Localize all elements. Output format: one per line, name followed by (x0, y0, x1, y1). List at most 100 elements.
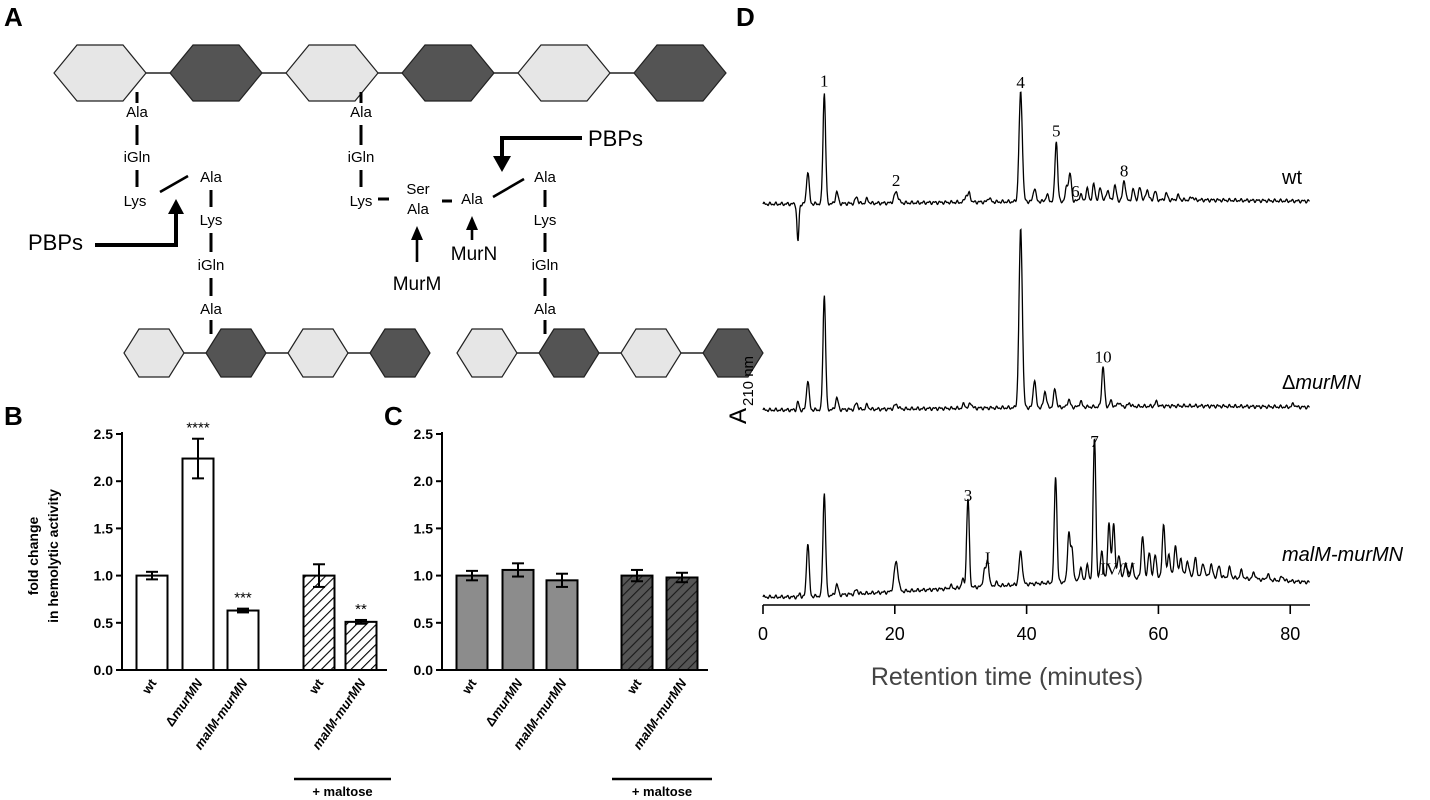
x-tick-label: 60 (1148, 624, 1168, 644)
panel-label-d: D (736, 2, 755, 32)
bar (135, 574, 169, 671)
y-axis-label-line2: in hemolytic activity (45, 489, 61, 623)
sugar-hexagon (369, 328, 431, 378)
arrowhead (411, 226, 423, 240)
arrowhead (466, 216, 478, 230)
residue-label: iGln (532, 257, 559, 274)
panel-label-b: B (4, 401, 23, 431)
y-tick-label: 0.0 (414, 662, 434, 678)
pbps-label: PBPs (588, 126, 643, 151)
peak-label: I (985, 548, 991, 567)
residue-label: Ala (534, 169, 556, 186)
residue-label: Ser (406, 181, 429, 198)
peak-label: 4 (1016, 73, 1025, 92)
residue-label: Ala (200, 169, 222, 186)
x-tick-label: 80 (1280, 624, 1300, 644)
bar (302, 574, 336, 671)
peak-label: 6 (1071, 182, 1080, 201)
residue-label: Ala (534, 301, 556, 318)
y-tick-label: 0.0 (94, 662, 114, 678)
panel-a-diagram (53, 44, 764, 378)
murn-label: MurN (451, 244, 497, 265)
sugar-hexagon (53, 44, 147, 102)
sugar-hexagon (456, 328, 518, 378)
bar (455, 574, 489, 671)
peak-label: 8 (1120, 161, 1129, 180)
chromatogram-trace (762, 91, 1310, 242)
category-label: wt (458, 676, 480, 698)
bar (181, 457, 215, 671)
chromatogram-trace (762, 438, 1310, 600)
residue-label: Ala (461, 191, 483, 208)
y-tick-label: 1.0 (94, 568, 114, 584)
murm-label: MurM (393, 274, 442, 295)
significance-label: **** (186, 420, 210, 437)
pbps-arrow (500, 136, 582, 158)
bar (226, 609, 260, 672)
gene-name: murMN (1295, 372, 1361, 394)
residue-label: Lys (350, 193, 373, 210)
chromatogram-trace (762, 228, 1310, 413)
y-tick-label: 2.0 (94, 473, 114, 489)
category-label: wt (138, 676, 160, 698)
x-tick-label: 0 (758, 624, 768, 644)
peak-label: 5 (1052, 122, 1061, 141)
residue-label: Ala (200, 301, 222, 318)
sugar-hexagon (702, 328, 764, 378)
sugar-hexagon (285, 44, 379, 102)
arrowhead (168, 199, 184, 214)
y-tick-label: 1.5 (414, 520, 434, 536)
bar (344, 620, 378, 672)
bar (545, 579, 579, 672)
crosslink-bond (492, 177, 525, 199)
bar (501, 568, 535, 671)
peak-label: 2 (892, 171, 901, 190)
residue-label: iGln (198, 257, 225, 274)
residue-label: iGln (348, 149, 375, 166)
peak-label: 7 (1090, 432, 1099, 451)
peak-label: 3 (964, 486, 973, 505)
sugar-hexagon (401, 44, 495, 102)
panel-label-c: C (384, 401, 403, 431)
sugar-hexagon (123, 328, 185, 378)
category-label: wt (305, 676, 327, 698)
delta-symbol: Δ (1282, 372, 1295, 394)
residue-label: iGln (124, 149, 151, 166)
residue-label: Lys (534, 212, 557, 229)
peak-label: 10 (1095, 348, 1112, 367)
x-tick-label: 40 (1017, 624, 1037, 644)
pbps-arrow (95, 212, 178, 247)
maltose-label: + maltose (632, 784, 692, 799)
panel-d-chromatogram: Retention time (minutes) A 210 nm 0 20 40 6… (725, 71, 1404, 691)
trace-name-label: wt (1281, 167, 1302, 189)
y-tick-label: 2.5 (94, 426, 114, 442)
residue-label: Lys (200, 212, 223, 229)
residue-label: Lys (124, 193, 147, 210)
panel-a-labels: Ala iGln Lys Ala Lys iGln Ala Ala iGln L… (28, 104, 643, 318)
trace-name-label: malM-murMN (1282, 544, 1404, 566)
residue-label: Ala (407, 201, 429, 218)
sugar-hexagon (169, 44, 263, 102)
trace-name-label: ΔmurMN (1282, 372, 1361, 394)
gene-name: murMN (167, 676, 205, 722)
y-tick-label: 2.0 (414, 473, 434, 489)
x-tick-label: 20 (885, 624, 905, 644)
sugar-hexagon (287, 328, 349, 378)
crosslink-bond (159, 174, 189, 194)
y-axis-title: A 210 nm (725, 356, 757, 424)
residue-label: Ala (350, 104, 372, 121)
y-tick-label: 2.5 (414, 426, 434, 442)
sugar-hexagon (620, 328, 682, 378)
y-tick-label: 1.5 (94, 520, 114, 536)
gene-name: murMN (487, 676, 525, 722)
sugar-hexagon (517, 44, 611, 102)
category-label: wt (623, 676, 645, 698)
y-tick-label: 0.5 (94, 615, 114, 631)
sugar-hexagon (538, 328, 600, 378)
y-tick-label: 1.0 (414, 568, 434, 584)
x-axis-title: Retention time (minutes) (871, 663, 1143, 691)
significance-label: ** (355, 601, 367, 618)
peak-label: 1 (820, 71, 829, 90)
